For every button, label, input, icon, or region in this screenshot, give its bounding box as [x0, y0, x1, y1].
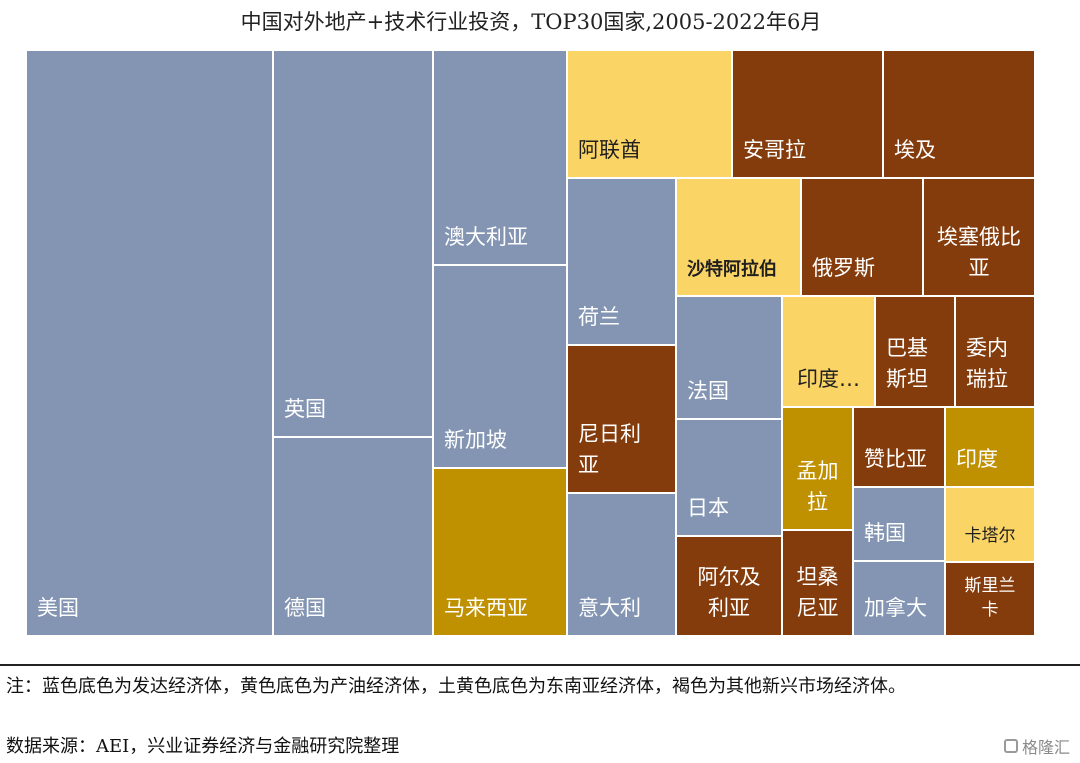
treemap-tile: 埃及 — [883, 50, 1035, 178]
treemap-tile-label: 阿尔及 利亚 — [697, 565, 761, 620]
divider — [0, 664, 1080, 666]
treemap-tile: 荷兰 — [567, 178, 676, 345]
treemap-tile: 日本 — [676, 419, 782, 536]
treemap-tile: 沙特阿拉伯 — [676, 178, 801, 296]
treemap-tile: 澳大利亚 — [433, 50, 567, 265]
watermark: 格隆汇 — [1003, 734, 1070, 758]
treemap-tile: 法国 — [676, 296, 782, 419]
treemap-tile: 英国 — [273, 50, 433, 437]
treemap-tile-label: 英国 — [284, 396, 326, 421]
treemap-tile-label: 意大利 — [578, 595, 641, 620]
treemap-tile: 韩国 — [853, 487, 945, 561]
treemap-tile: 阿联酋 — [567, 50, 732, 178]
treemap-tile-label: 韩国 — [864, 520, 906, 545]
treemap-tile: 孟加 拉 — [782, 407, 853, 530]
treemap-tile-label: 加拿大 — [864, 595, 927, 620]
chart-note: 注：蓝色底色为发达经济体，黄色底色为产油经济体，土黄色底色为东南亚经济体，褐色为… — [6, 676, 906, 697]
treemap-tile: 埃塞俄比 亚 — [923, 178, 1035, 296]
treemap-tile-label: 印度… — [797, 366, 860, 391]
treemap-tile: 美国 — [26, 50, 273, 636]
treemap-tile-label: 埃及 — [894, 137, 936, 162]
treemap-tile-label: 委内 瑞拉 — [966, 336, 1008, 391]
treemap-tile-label: 卡塔尔 — [964, 526, 1016, 547]
treemap-tile-label: 斯里兰 卡 — [964, 575, 1016, 621]
treemap-tile-label: 赞比亚 — [864, 446, 927, 471]
treemap-tile-label: 法国 — [687, 378, 729, 403]
treemap-tile: 阿尔及 利亚 — [676, 536, 782, 636]
treemap-tile: 俄罗斯 — [801, 178, 923, 296]
treemap-tile: 德国 — [273, 437, 433, 636]
treemap-tile-label: 马来西亚 — [444, 595, 528, 620]
treemap-tile-label: 荷兰 — [578, 304, 620, 329]
treemap-tile: 坦桑 尼亚 — [782, 530, 853, 636]
treemap-tile-label: 坦桑 尼亚 — [796, 565, 839, 620]
treemap-tile-label: 美国 — [37, 595, 79, 620]
treemap-tile: 印度 — [945, 407, 1035, 487]
watermark-text: 格隆汇 — [1021, 738, 1070, 757]
treemap-tile-label: 印度 — [956, 446, 998, 471]
treemap-tile: 尼日利 亚 — [567, 345, 676, 493]
treemap-tile-label: 巴基 斯坦 — [886, 336, 928, 391]
treemap-tile: 新加坡 — [433, 265, 567, 468]
chart-title: 中国对外地产+技术行业投资，TOP30国家,2005-2022年6月 — [240, 10, 822, 34]
watermark-logo-icon — [1003, 739, 1018, 753]
treemap-tile: 斯里兰 卡 — [945, 562, 1035, 636]
treemap-tile-label: 孟加 拉 — [796, 459, 839, 514]
treemap-tile: 印度… — [782, 296, 875, 407]
treemap-tile: 马来西亚 — [433, 468, 567, 636]
treemap-tile-label: 安哥拉 — [743, 137, 806, 162]
treemap-tile-label: 阿联酋 — [578, 137, 641, 162]
treemap-tile-label: 新加坡 — [444, 427, 507, 452]
treemap-tile: 赞比亚 — [853, 407, 945, 487]
treemap-tile: 意大利 — [567, 493, 676, 636]
treemap-tile: 加拿大 — [853, 561, 945, 636]
treemap-tile-label: 沙特阿拉伯 — [687, 258, 777, 280]
treemap-tile-label: 尼日利 亚 — [578, 422, 641, 477]
treemap-tile-label: 日本 — [687, 495, 729, 520]
treemap-tile-label: 埃塞俄比 亚 — [937, 225, 1021, 280]
treemap-tile-label: 澳大利亚 — [444, 224, 528, 249]
treemap-tile-label: 德国 — [284, 595, 326, 620]
treemap-tile: 委内 瑞拉 — [955, 296, 1035, 407]
treemap-tile: 巴基 斯坦 — [875, 296, 955, 407]
treemap-tile: 卡塔尔 — [945, 487, 1035, 562]
treemap-tile: 安哥拉 — [732, 50, 883, 178]
data-source: 数据来源：AEI，兴业证券经济与金融研究院整理 — [6, 736, 400, 757]
treemap-tile-label: 俄罗斯 — [812, 255, 875, 280]
